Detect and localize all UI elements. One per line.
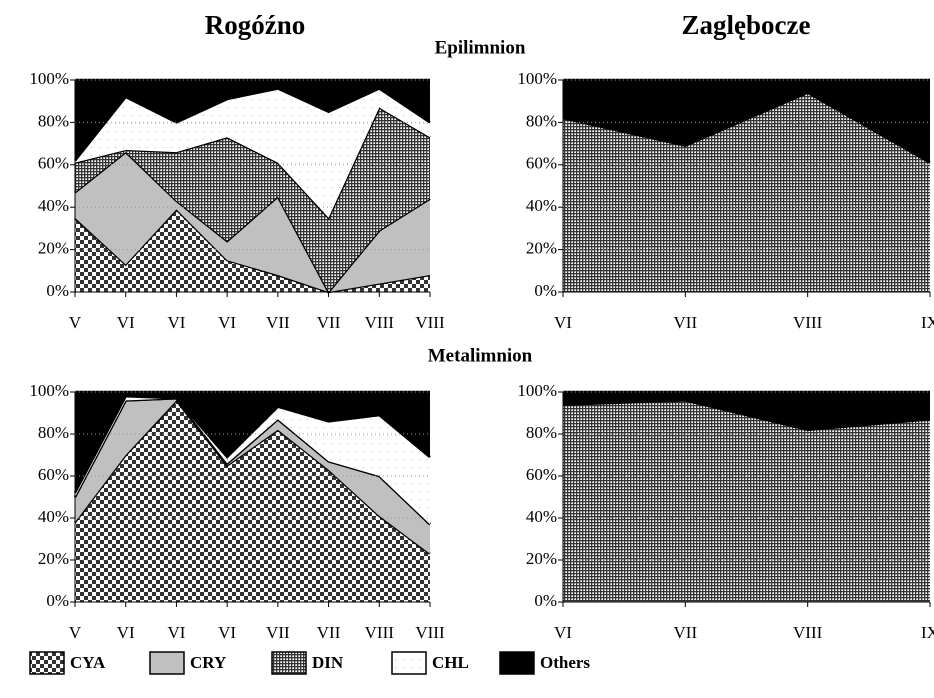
x-tick-label: VIII bbox=[793, 623, 823, 642]
y-tick-label: 40% bbox=[38, 507, 69, 526]
y-tick-label: 40% bbox=[526, 507, 557, 526]
x-tick-label: VII bbox=[317, 623, 341, 642]
legend-label: Others bbox=[540, 653, 590, 672]
y-tick-label: 20% bbox=[38, 549, 69, 568]
area bbox=[563, 392, 930, 430]
area bbox=[563, 80, 930, 163]
x-tick-label: VIII bbox=[365, 623, 395, 642]
y-tick-label: 60% bbox=[526, 154, 557, 173]
y-tick-label: 100% bbox=[517, 69, 557, 88]
area bbox=[75, 80, 430, 161]
x-tick-label: IX bbox=[921, 313, 934, 332]
area bbox=[75, 396, 430, 525]
row-title: Epilimnion bbox=[435, 37, 526, 58]
legend-label: DIN bbox=[312, 653, 344, 672]
x-tick-label: VI bbox=[167, 313, 185, 332]
x-tick-label: VIII bbox=[365, 313, 395, 332]
area bbox=[563, 92, 930, 292]
area bbox=[75, 392, 430, 493]
legend-swatch bbox=[29, 651, 65, 675]
x-tick-label: VII bbox=[317, 313, 341, 332]
x-tick-label: VI bbox=[218, 313, 236, 332]
area bbox=[75, 107, 430, 292]
area bbox=[75, 152, 430, 292]
y-tick-label: 0% bbox=[46, 591, 69, 610]
y-tick-label: 0% bbox=[46, 281, 69, 300]
y-tick-label: 60% bbox=[38, 154, 69, 173]
x-tick-label: VI bbox=[554, 313, 572, 332]
y-tick-label: 100% bbox=[29, 381, 69, 400]
y-tick-label: 40% bbox=[38, 196, 69, 215]
y-tick-label: 80% bbox=[526, 423, 557, 442]
x-tick-label: V bbox=[69, 623, 82, 642]
area bbox=[563, 400, 930, 602]
x-tick-label: VII bbox=[674, 623, 698, 642]
area bbox=[75, 400, 430, 602]
y-tick-label: 80% bbox=[38, 111, 69, 130]
y-tick-label: 100% bbox=[29, 69, 69, 88]
legend-swatch bbox=[499, 651, 535, 675]
y-tick-label: 80% bbox=[38, 423, 69, 442]
row-title: Metalimnion bbox=[428, 345, 533, 366]
y-tick-label: 20% bbox=[38, 239, 69, 258]
x-tick-label: VII bbox=[674, 313, 698, 332]
x-tick-label: VII bbox=[266, 313, 290, 332]
legend-swatch bbox=[391, 651, 427, 675]
x-tick-label: VI bbox=[117, 313, 135, 332]
y-tick-label: 40% bbox=[526, 196, 557, 215]
x-tick-label: VII bbox=[266, 623, 290, 642]
legend-label: CRY bbox=[190, 653, 226, 672]
x-tick-label: VI bbox=[117, 623, 135, 642]
y-tick-label: 0% bbox=[534, 591, 557, 610]
y-tick-label: 80% bbox=[526, 111, 557, 130]
y-tick-label: 20% bbox=[526, 239, 557, 258]
column-title: Zaglębocze bbox=[682, 10, 811, 40]
legend-swatch bbox=[271, 651, 307, 675]
y-tick-label: 0% bbox=[534, 281, 557, 300]
legend-label: CYA bbox=[70, 653, 106, 672]
y-tick-label: 20% bbox=[526, 549, 557, 568]
x-tick-label: IX bbox=[921, 623, 934, 642]
x-tick-label: VIII bbox=[415, 623, 445, 642]
x-tick-label: V bbox=[69, 313, 82, 332]
area bbox=[75, 88, 430, 218]
y-tick-label: 100% bbox=[517, 381, 557, 400]
legend-label: CHL bbox=[432, 653, 469, 672]
area-edge bbox=[74, 105, 431, 221]
y-tick-label: 60% bbox=[526, 465, 557, 484]
legend-swatch bbox=[149, 651, 185, 675]
column-title: Rogóźno bbox=[205, 10, 306, 40]
x-tick-label: VI bbox=[167, 623, 185, 642]
x-tick-label: VIII bbox=[415, 313, 445, 332]
x-tick-label: VIII bbox=[793, 313, 823, 332]
x-tick-label: VI bbox=[554, 623, 572, 642]
y-tick-label: 60% bbox=[38, 465, 69, 484]
x-tick-label: VI bbox=[218, 623, 236, 642]
area bbox=[75, 209, 430, 292]
